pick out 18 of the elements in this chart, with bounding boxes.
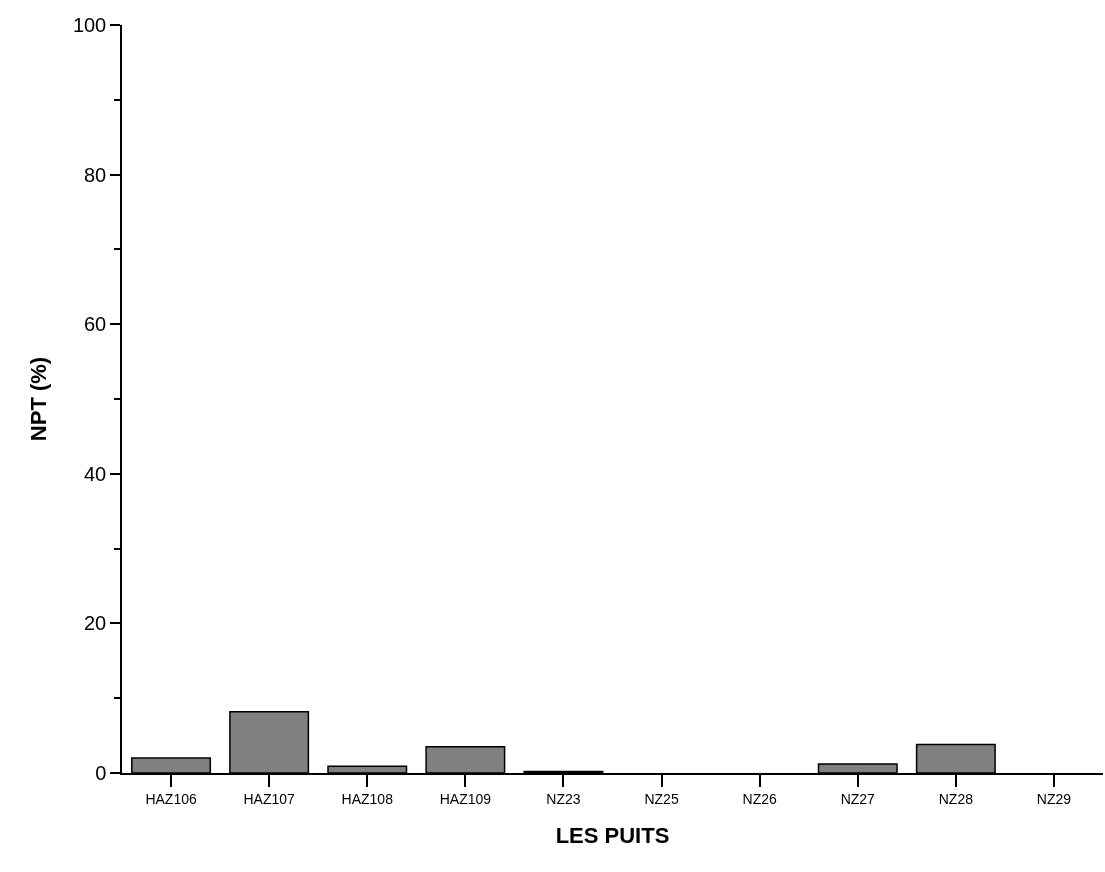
y-tick-label: 60 [84, 313, 107, 336]
x-tick-label: HAZ107 [243, 790, 296, 807]
x-tick-label: NZ25 [644, 790, 679, 807]
x-tick-label: NZ27 [840, 790, 876, 807]
y-tick-label: 100 [72, 14, 107, 36]
y-tick-label: 80 [84, 163, 107, 186]
x-tick-label: NZ26 [742, 790, 777, 807]
x-tick-label: HAZ108 [341, 790, 394, 807]
x-tick-label: HAZ109 [439, 790, 492, 807]
x-axis-title: LES PUITS [555, 822, 670, 848]
y-tick-label: 40 [84, 462, 107, 485]
y-tick-label: 20 [84, 612, 107, 635]
x-tick-label: NZ28 [938, 790, 974, 807]
x-tick-label: NZ29 [1036, 790, 1072, 807]
x-tick-label: HAZ106 [145, 790, 197, 807]
y-axis-title: NPT (%) [26, 356, 52, 442]
y-tick-label: 0 [95, 762, 107, 784]
x-tick-label: NZ23 [546, 790, 581, 807]
